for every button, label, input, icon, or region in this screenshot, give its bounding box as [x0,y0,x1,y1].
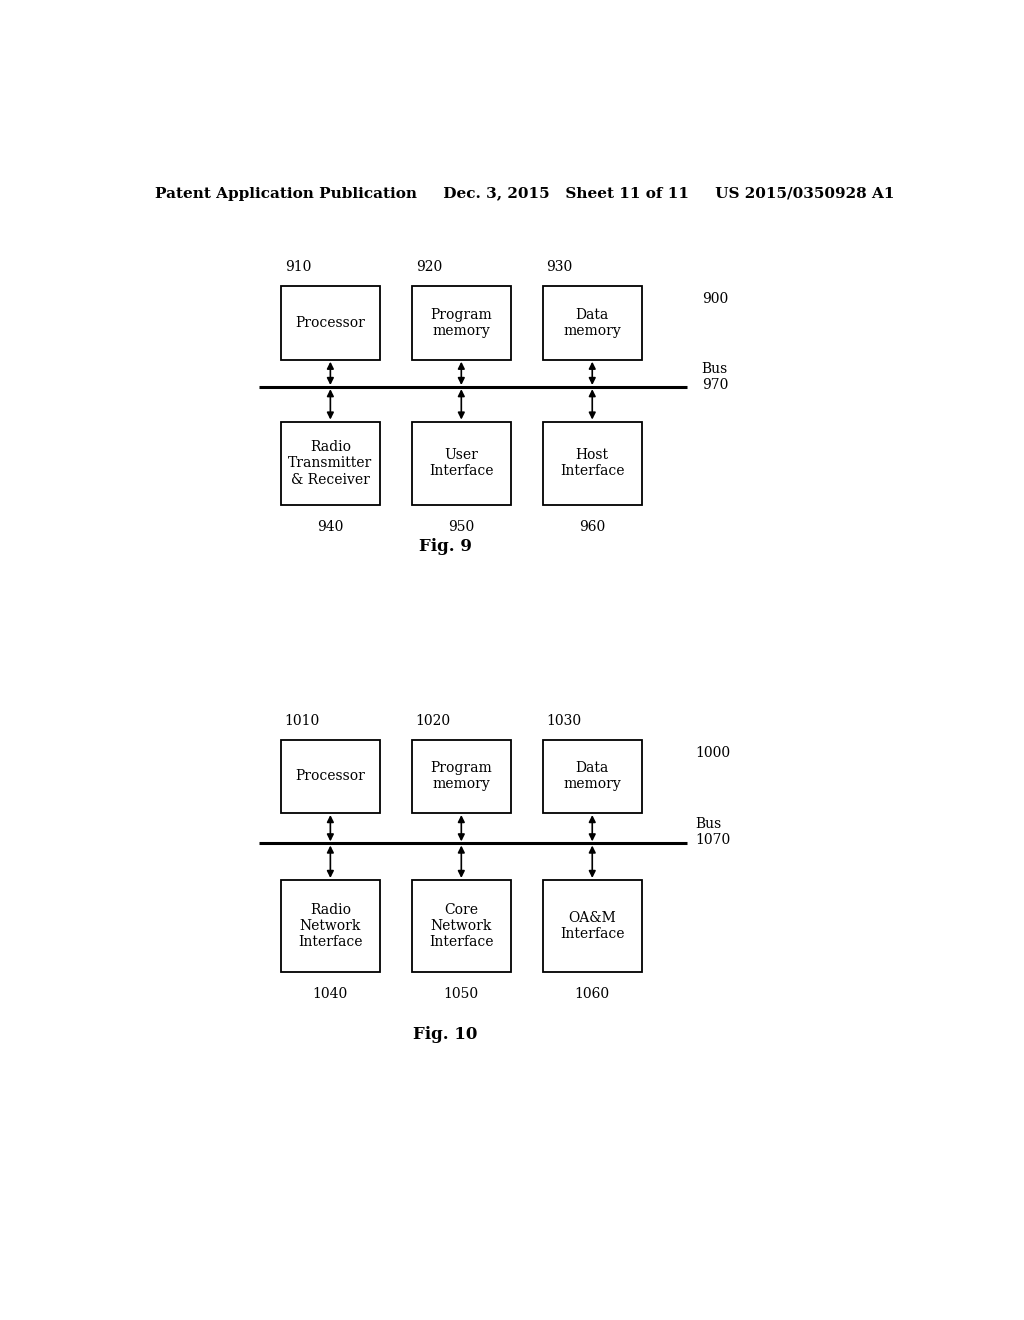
Text: 1060: 1060 [574,987,610,1001]
Text: Program
memory: Program memory [430,762,493,792]
Text: 1020: 1020 [416,714,451,727]
Text: Data
memory: Data memory [563,308,622,338]
FancyBboxPatch shape [543,286,642,359]
Text: User
Interface: User Interface [429,449,494,478]
Text: 960: 960 [580,520,605,535]
Text: Radio
Transmitter
& Receiver: Radio Transmitter & Receiver [288,440,373,487]
Text: OA&M
Interface: OA&M Interface [560,911,625,941]
Text: 1030: 1030 [547,714,582,727]
Text: Core
Network
Interface: Core Network Interface [429,903,494,949]
Text: Program
memory: Program memory [430,308,493,338]
FancyBboxPatch shape [543,880,642,972]
FancyBboxPatch shape [543,739,642,813]
Text: 920: 920 [416,260,442,275]
Text: Fig. 10: Fig. 10 [414,1026,477,1043]
Text: 1050: 1050 [443,987,479,1001]
Text: Bus
1070: Bus 1070 [695,817,731,847]
FancyBboxPatch shape [281,880,380,972]
FancyBboxPatch shape [412,739,511,813]
FancyBboxPatch shape [412,880,511,972]
Text: Radio
Network
Interface: Radio Network Interface [298,903,362,949]
FancyBboxPatch shape [543,421,642,506]
Text: 930: 930 [547,260,572,275]
Text: 1000: 1000 [695,746,730,760]
FancyBboxPatch shape [281,421,380,506]
FancyBboxPatch shape [412,421,511,506]
Text: Data
memory: Data memory [563,762,622,792]
FancyBboxPatch shape [281,286,380,359]
Text: 1010: 1010 [285,714,319,727]
Text: 950: 950 [449,520,474,535]
Text: 1040: 1040 [312,987,348,1001]
Text: 910: 910 [285,260,311,275]
FancyBboxPatch shape [412,286,511,359]
Text: Bus
970: Bus 970 [701,362,728,392]
Text: Processor: Processor [296,315,366,330]
Text: 900: 900 [701,292,728,306]
Text: Patent Application Publication     Dec. 3, 2015   Sheet 11 of 11     US 2015/035: Patent Application Publication Dec. 3, 2… [155,187,895,201]
Text: 940: 940 [317,520,344,535]
Text: Fig. 9: Fig. 9 [419,539,472,556]
Text: Host
Interface: Host Interface [560,449,625,478]
Text: Processor: Processor [296,770,366,783]
FancyBboxPatch shape [281,739,380,813]
